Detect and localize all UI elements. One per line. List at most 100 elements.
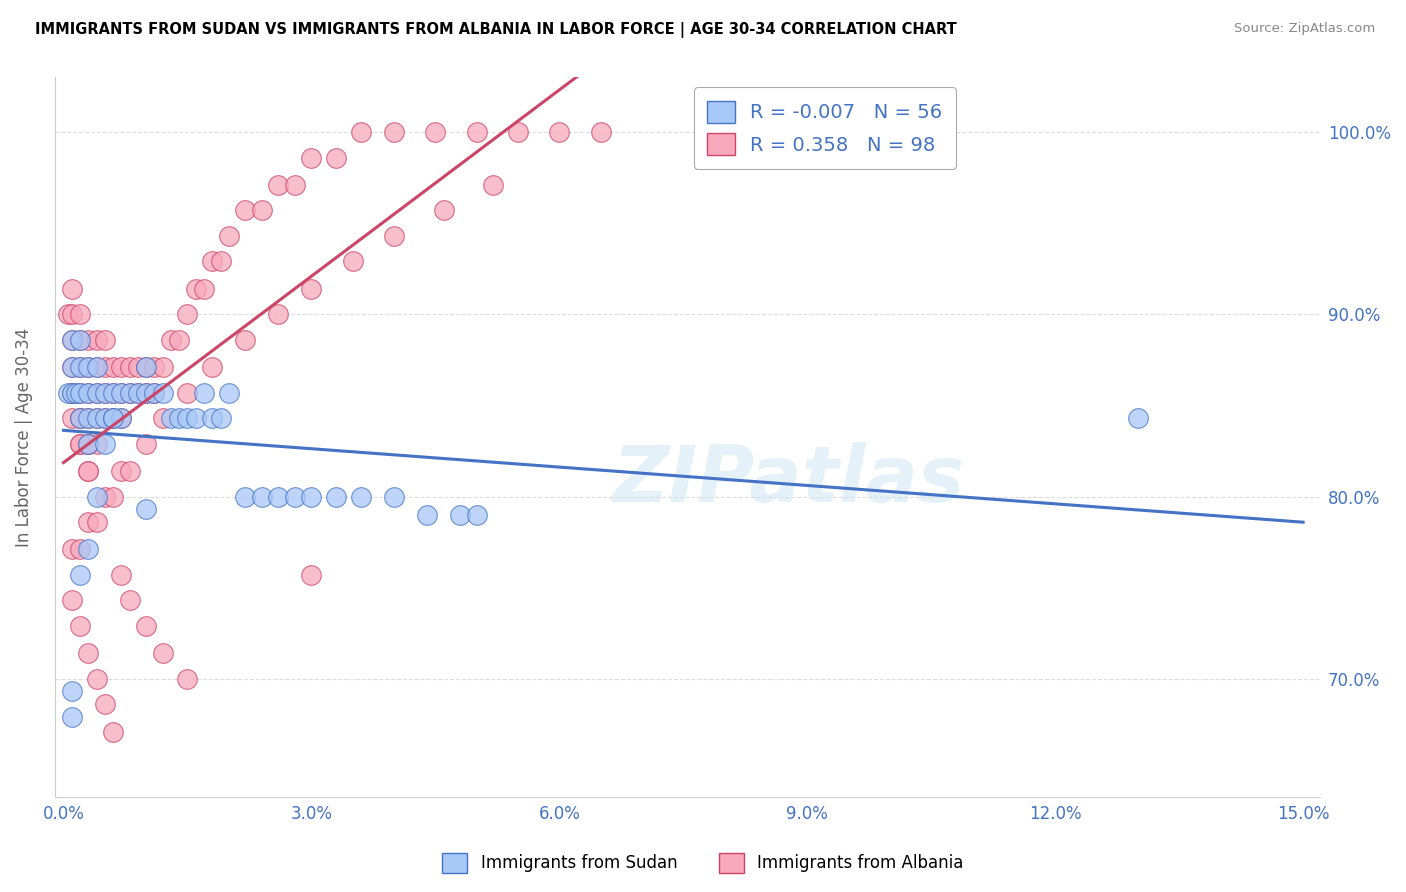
Point [143, 385, 166, 400]
Point [69, 385, 91, 400]
Point [101, 490, 124, 504]
Point [94, 411, 117, 425]
Point [176, 385, 198, 400]
Point [350, 125, 373, 139]
Point [127, 385, 149, 400]
Point [86, 436, 108, 450]
Point [135, 436, 157, 450]
Point [433, 203, 456, 218]
Point [382, 229, 405, 244]
Point [425, 125, 447, 139]
Point [184, 411, 207, 425]
Point [160, 333, 183, 347]
Point [135, 619, 157, 633]
Point [465, 125, 488, 139]
Point [110, 411, 132, 425]
Point [284, 178, 307, 192]
Point [60, 411, 83, 425]
Point [267, 178, 290, 192]
Point [94, 385, 117, 400]
Point [101, 724, 124, 739]
Legend: Immigrants from Sudan, Immigrants from Albania: Immigrants from Sudan, Immigrants from A… [436, 847, 970, 880]
Point [135, 502, 157, 516]
Point [94, 333, 117, 347]
Legend: R = -0.007   N = 56, R = 0.358   N = 98: R = -0.007 N = 56, R = 0.358 N = 98 [693, 87, 956, 169]
Point [250, 490, 273, 504]
Text: Source: ZipAtlas.com: Source: ZipAtlas.com [1234, 22, 1375, 36]
Point [250, 203, 273, 218]
Point [299, 567, 322, 582]
Point [209, 411, 232, 425]
Point [233, 333, 256, 347]
Point [589, 125, 612, 139]
Point [218, 385, 240, 400]
Point [77, 436, 100, 450]
Point [60, 360, 83, 375]
Point [152, 385, 174, 400]
Point [193, 385, 215, 400]
Point [69, 360, 91, 375]
Point [382, 490, 405, 504]
Point [69, 333, 91, 347]
Text: ZIPatlas: ZIPatlas [613, 442, 965, 518]
Point [127, 385, 149, 400]
Point [77, 411, 100, 425]
Point [77, 333, 100, 347]
Point [267, 307, 290, 321]
Point [299, 151, 322, 165]
Point [94, 360, 117, 375]
Point [94, 490, 117, 504]
Point [143, 360, 166, 375]
Point [86, 360, 108, 375]
Point [267, 490, 290, 504]
Point [77, 436, 100, 450]
Point [94, 411, 117, 425]
Point [143, 385, 166, 400]
Point [506, 125, 529, 139]
Point [77, 385, 100, 400]
Point [69, 436, 91, 450]
Point [176, 307, 198, 321]
Point [60, 710, 83, 724]
Point [86, 385, 108, 400]
Point [77, 515, 100, 529]
Point [86, 360, 108, 375]
Point [127, 360, 149, 375]
Point [60, 360, 83, 375]
Point [77, 646, 100, 660]
Point [118, 360, 141, 375]
Point [101, 385, 124, 400]
Point [86, 411, 108, 425]
Point [69, 360, 91, 375]
Point [110, 464, 132, 478]
Point [118, 464, 141, 478]
Point [449, 508, 471, 522]
Point [60, 385, 83, 400]
Point [350, 490, 373, 504]
Point [60, 282, 83, 296]
Point [77, 436, 100, 450]
Point [299, 490, 322, 504]
Point [86, 385, 108, 400]
Point [167, 411, 190, 425]
Point [77, 385, 100, 400]
Point [69, 385, 91, 400]
Point [218, 229, 240, 244]
Point [176, 411, 198, 425]
Point [110, 385, 132, 400]
Point [77, 542, 100, 557]
Point [60, 542, 83, 557]
Point [77, 464, 100, 478]
Point [176, 672, 198, 686]
Point [86, 672, 108, 686]
Point [118, 593, 141, 607]
Point [233, 203, 256, 218]
Point [94, 385, 117, 400]
Point [94, 697, 117, 711]
Point [101, 385, 124, 400]
Point [416, 508, 439, 522]
Point [382, 125, 405, 139]
Point [86, 515, 108, 529]
Point [482, 178, 505, 192]
Point [101, 411, 124, 425]
